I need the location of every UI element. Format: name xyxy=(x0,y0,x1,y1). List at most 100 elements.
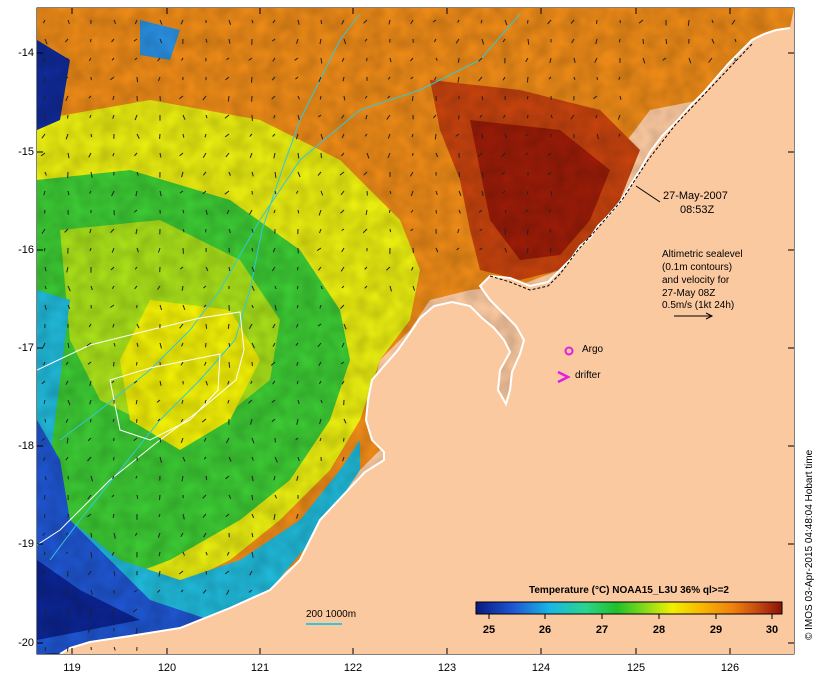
velocity-arrow xyxy=(734,38,737,43)
velocity-arrow xyxy=(341,57,345,62)
velocity-arrow xyxy=(251,304,254,309)
velocity-arrow xyxy=(44,114,46,120)
velocity-arrow xyxy=(432,19,437,23)
velocity-arrow xyxy=(43,95,46,101)
velocity-arrow xyxy=(202,152,207,159)
velocity-arrow xyxy=(272,342,276,347)
y-axis-label: -16 xyxy=(18,244,34,256)
velocity-arrow xyxy=(65,551,69,555)
velocity-arrow xyxy=(642,57,646,64)
velocity-arrow xyxy=(363,19,368,24)
velocity-arrow xyxy=(364,285,368,289)
velocity-arrow xyxy=(297,399,300,405)
velocity-arrow xyxy=(364,38,368,42)
coastline xyxy=(59,27,791,654)
velocity-arrow xyxy=(203,532,207,538)
isobath-1000m xyxy=(59,13,521,441)
velocity-arrow xyxy=(67,190,70,196)
velocity-arrow xyxy=(481,38,485,45)
velocity-arrow xyxy=(134,19,138,25)
velocity-arrow xyxy=(158,76,161,82)
velocity-arrow xyxy=(638,19,644,24)
velocity-arrow xyxy=(67,399,71,406)
velocity-arrow xyxy=(181,57,184,61)
velocity-arrow xyxy=(249,152,253,158)
velocity-arrow xyxy=(112,95,115,100)
velocity-arrow xyxy=(179,95,184,100)
velocity-arrow xyxy=(527,114,529,119)
altimetry-note-line5: 0.5m/s (1kt 24h) xyxy=(662,300,735,311)
velocity-arrow xyxy=(87,361,92,365)
velocity-arrow xyxy=(43,361,46,366)
velocity-arrow xyxy=(480,19,483,24)
velocity-arrow xyxy=(157,532,161,538)
velocity-arrow xyxy=(343,418,347,424)
velocity-arrow xyxy=(180,266,184,270)
velocity-arrow xyxy=(134,266,138,270)
velocity-arrow xyxy=(41,380,46,385)
velocity-arrow xyxy=(132,608,138,613)
velocity-arrow xyxy=(365,114,368,120)
velocity-arrow xyxy=(204,399,207,404)
velocity-arrow xyxy=(205,342,207,348)
velocity-arrow xyxy=(364,95,368,99)
velocity-arrow xyxy=(88,57,92,62)
velocity-arrow xyxy=(711,38,715,44)
velocity-arrow xyxy=(228,38,231,44)
velocity-arrow xyxy=(274,456,278,463)
velocity-arrow xyxy=(273,209,276,214)
velocity-arrow xyxy=(224,190,230,195)
velocity-arrow xyxy=(594,57,598,63)
velocity-arrow xyxy=(550,247,552,253)
velocity-arrow xyxy=(386,114,391,120)
velocity-arrow xyxy=(249,209,253,215)
velocity-arrow xyxy=(341,247,345,253)
velocity-arrow xyxy=(181,285,184,291)
velocity-arrow xyxy=(65,456,69,461)
velocity-arrow xyxy=(297,171,301,178)
velocity-arrow xyxy=(109,76,115,81)
velocity-arrow xyxy=(362,228,368,234)
velocity-arrow xyxy=(618,38,621,43)
velocity-arrow xyxy=(65,361,69,365)
velocity-arrow xyxy=(159,456,162,463)
velocity-arrow xyxy=(433,114,437,119)
coastline-shadow xyxy=(489,43,753,291)
velocity-arrow xyxy=(366,152,370,159)
velocity-arrow xyxy=(205,266,209,272)
velocity-arrow xyxy=(111,285,115,290)
velocity-arrow xyxy=(90,171,93,178)
velocity-arrow xyxy=(225,152,230,158)
velocity-arrow xyxy=(89,399,92,405)
velocity-arrow xyxy=(202,589,207,594)
velocity-arrow xyxy=(133,209,138,213)
velocity-arrow xyxy=(479,228,483,232)
velocity-arrow xyxy=(228,342,231,347)
velocity-arrow xyxy=(504,19,508,26)
drifter-label: drifter xyxy=(575,370,601,381)
velocity-arrow xyxy=(205,570,208,575)
velocity-arrow xyxy=(224,133,230,138)
velocity-arrow xyxy=(113,570,116,577)
velocity-arrow xyxy=(478,76,483,82)
velocity-arrow xyxy=(226,57,230,61)
velocity-arrow xyxy=(227,95,230,102)
velocity-arrow xyxy=(111,494,115,498)
velocity-arrow xyxy=(272,323,276,329)
velocity-arrow xyxy=(341,19,345,25)
velocity-arrow xyxy=(156,399,161,403)
velocity-arrow xyxy=(665,38,668,45)
velocity-arrow xyxy=(272,133,276,137)
velocity-arrow xyxy=(251,342,255,349)
velocity-arrow xyxy=(89,418,92,423)
y-axis-label: -14 xyxy=(18,47,34,59)
velocity-arrow xyxy=(319,304,322,309)
velocity-arrow xyxy=(386,266,391,271)
velocity-arrow xyxy=(593,95,598,100)
velocity-arrow xyxy=(547,152,552,156)
velocity-arrow xyxy=(113,342,116,347)
velocity-arrow xyxy=(63,589,69,594)
velocity-arrow xyxy=(435,209,437,214)
velocity-arrow xyxy=(296,418,299,425)
